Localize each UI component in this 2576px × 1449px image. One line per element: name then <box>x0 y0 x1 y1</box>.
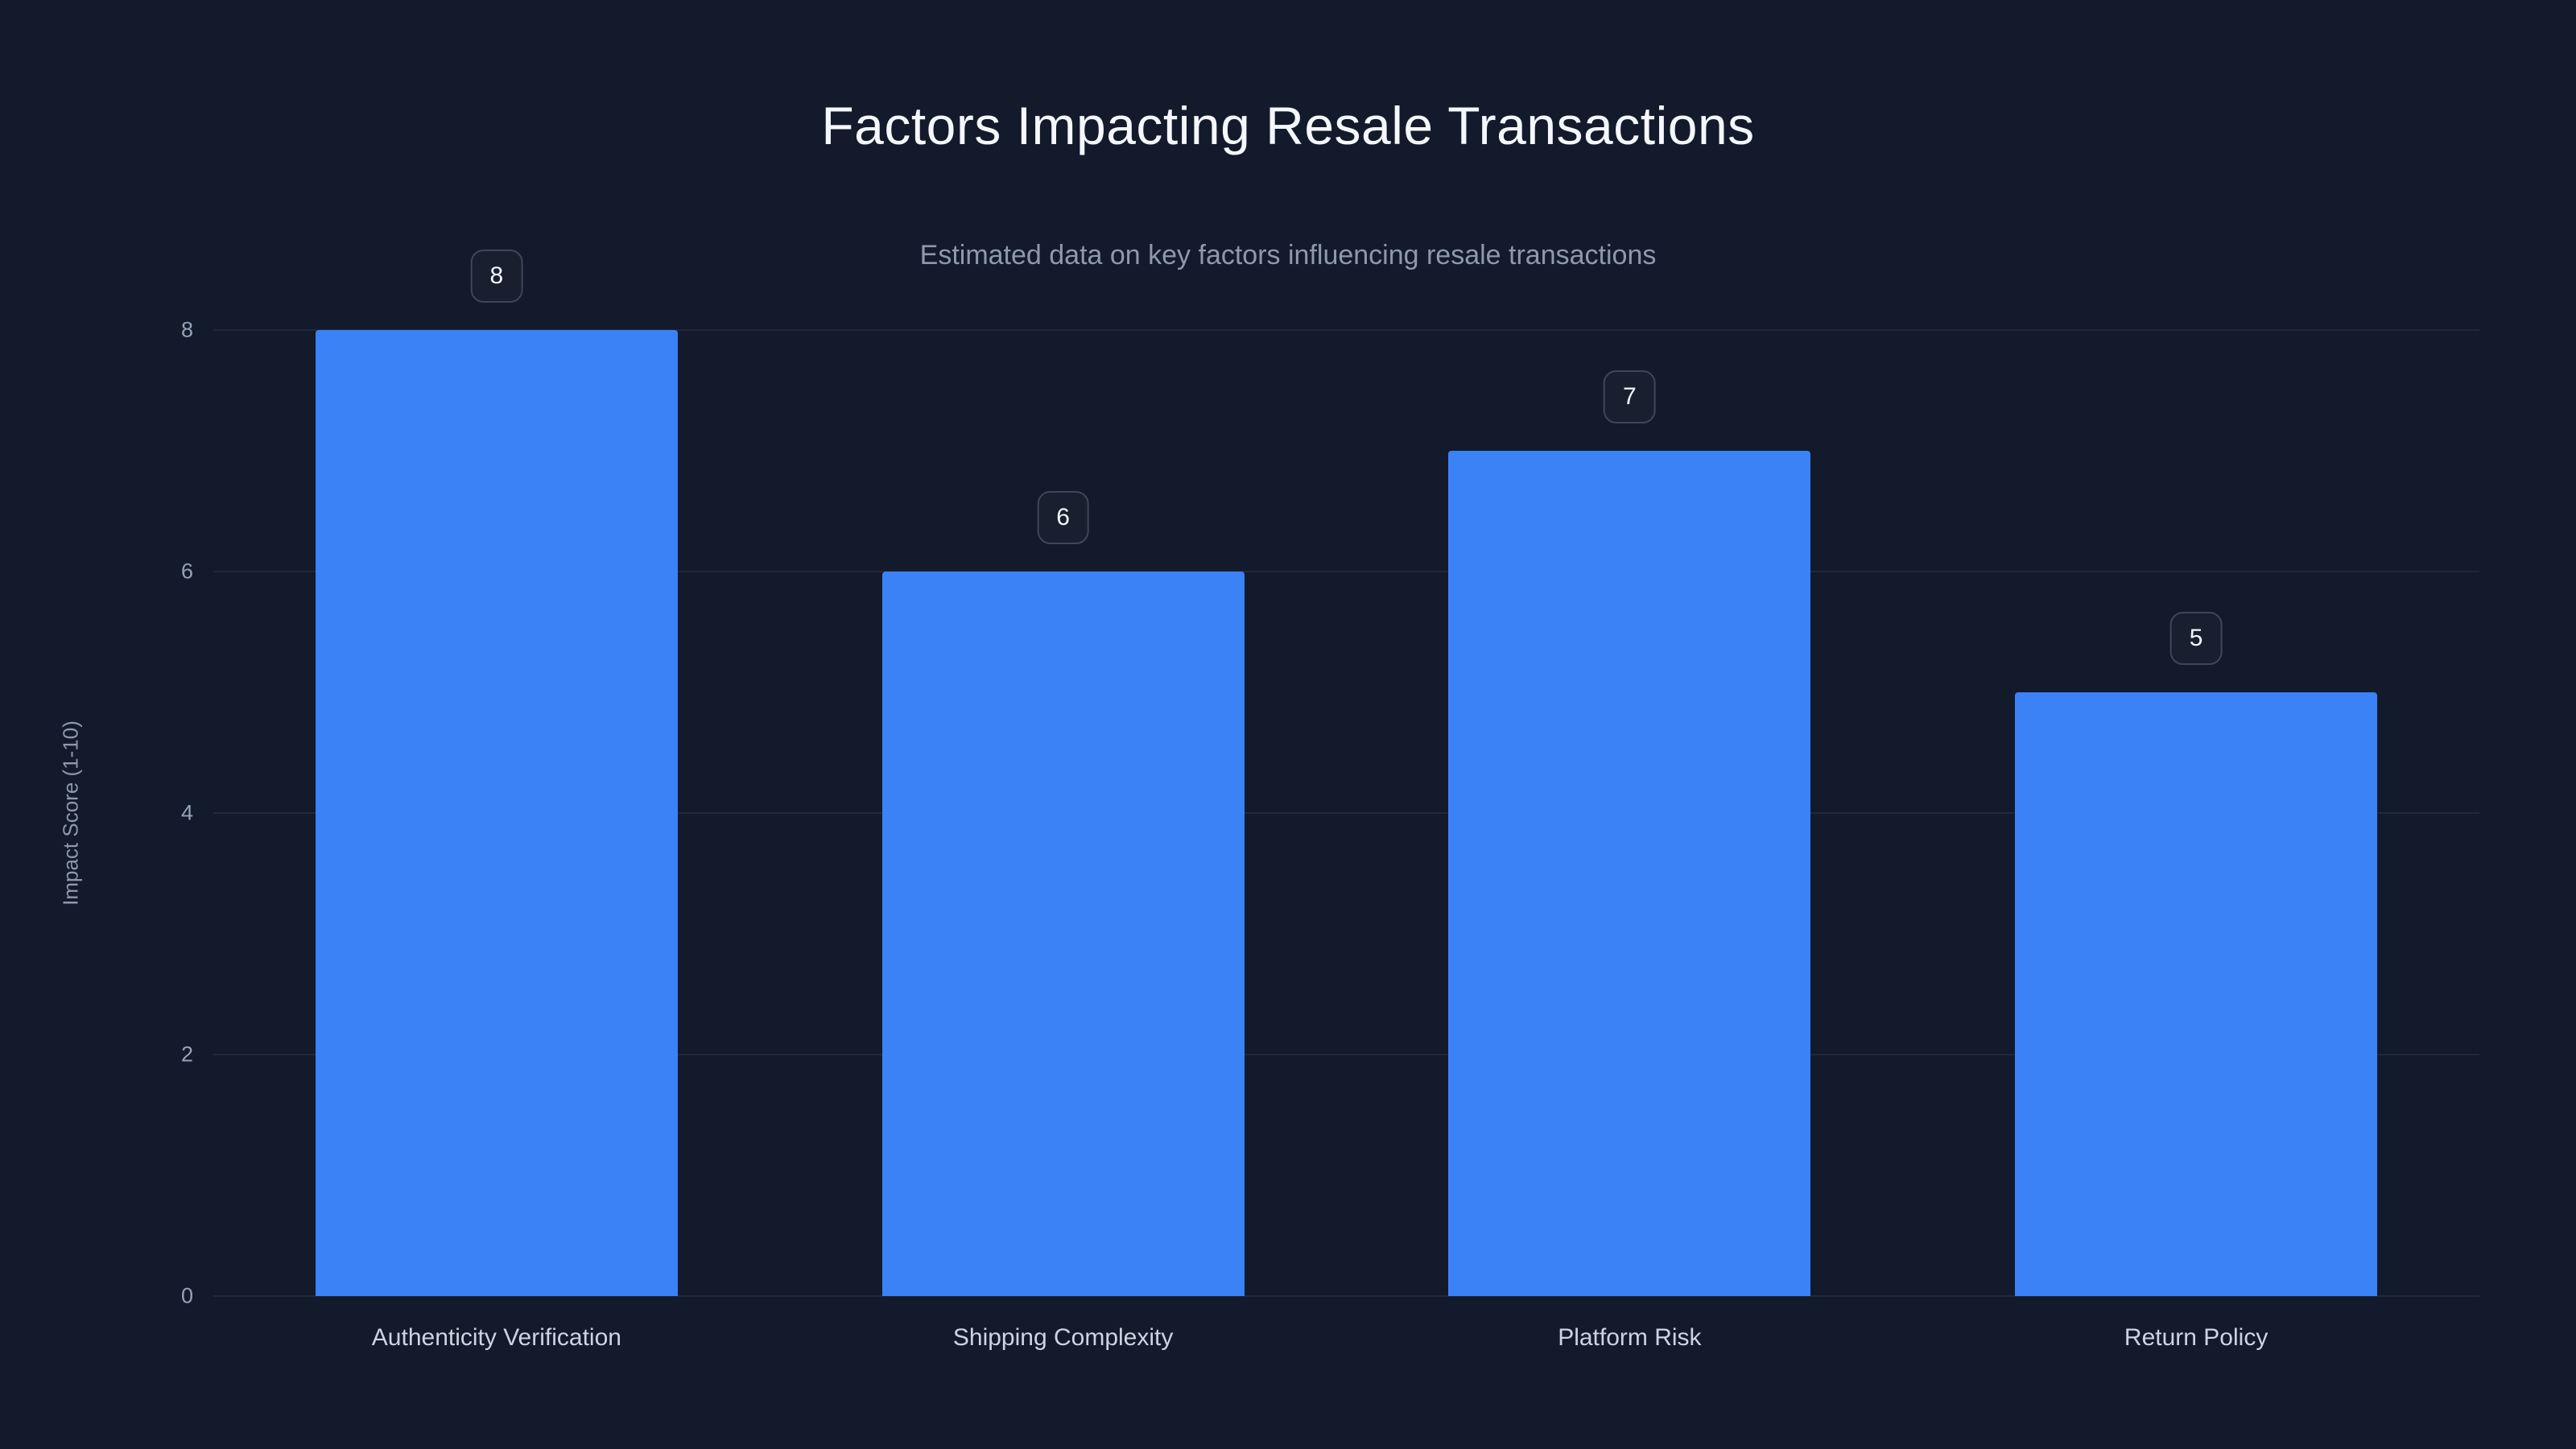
x-tick-label: Shipping Complexity <box>952 1324 1174 1351</box>
bar-return-policy[interactable] <box>2015 692 2378 1296</box>
value-badge: 5 <box>2169 612 2223 665</box>
y-tick-label: 2 <box>180 1042 193 1067</box>
x-tick-label: Return Policy <box>2124 1324 2268 1351</box>
gridline <box>213 571 2479 572</box>
y-tick-label: 6 <box>180 559 193 584</box>
gridline <box>213 1054 2479 1055</box>
gridline <box>213 329 2479 331</box>
y-axis-title: Impact Score (1-10) <box>58 720 83 906</box>
value-badge: 7 <box>1604 370 1656 423</box>
bar-platform-risk[interactable] <box>1448 451 1811 1296</box>
bar-shipping-complexity[interactable] <box>881 572 1245 1296</box>
gridline <box>213 812 2479 814</box>
value-badge: 8 <box>470 250 523 303</box>
y-tick-label: 4 <box>180 800 193 825</box>
chart-subtitle: Estimated data on key factors influencin… <box>919 240 1657 270</box>
chart-title: Factors Impacting Resale Transactions <box>821 96 1755 155</box>
gridline <box>213 1295 2479 1297</box>
bar-authenticity-verification[interactable] <box>315 330 678 1296</box>
x-tick-label: Authenticity Verification <box>371 1324 621 1351</box>
x-tick-label: Platform Risk <box>1558 1324 1702 1351</box>
value-badge: 6 <box>1037 491 1089 544</box>
y-tick-label: 8 <box>180 317 193 342</box>
y-tick-label: 0 <box>180 1283 193 1308</box>
